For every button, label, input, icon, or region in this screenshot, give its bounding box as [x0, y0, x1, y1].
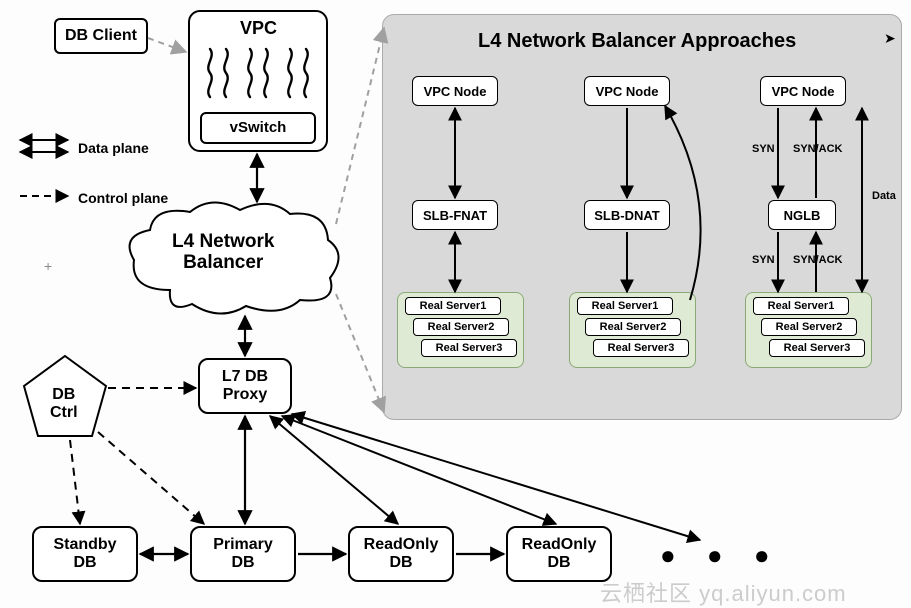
annot-syn-2: SYN	[752, 254, 775, 266]
watermark: 云栖社区 yq.aliyun.com	[600, 576, 847, 608]
ro1-lbl: ReadOnly DB	[364, 536, 439, 573]
standby-lbl: Standby DB	[53, 536, 116, 573]
standby-db-box: Standby DB	[32, 526, 138, 582]
annot-syn-1: SYN	[752, 143, 775, 155]
rs1-col3: Real Server1	[753, 297, 849, 315]
vswitch-box: vSwitch	[200, 112, 316, 144]
vm-zigzag-icon	[200, 44, 316, 106]
nglb-box: NGLB	[768, 200, 836, 230]
legend-data-label: Data plane	[78, 140, 149, 156]
proxy-l2: Proxy	[223, 386, 267, 403]
mouse-cursor-icon: ➤	[884, 30, 896, 47]
annot-synack-1: SYN/ACK	[793, 143, 843, 155]
cloud-label: L4 Network Balancer	[172, 232, 274, 274]
annot-synack-2: SYN/ACK	[793, 254, 843, 266]
cloud-l1: L4 Network	[172, 231, 274, 252]
slb-fnat-box: SLB-FNAT	[412, 200, 498, 230]
plus-mark: +	[44, 258, 52, 274]
rs3-col2: Real Server3	[593, 339, 689, 357]
panel-title: L4 Network Balancer Approaches	[478, 30, 796, 53]
db-ctrl-label: DB Ctrl	[50, 386, 78, 423]
rs2-col2: Real Server2	[585, 318, 681, 336]
slb-dnat-box: SLB-DNAT	[584, 200, 670, 230]
readonly-db-1-box: ReadOnly DB	[348, 526, 454, 582]
l7-proxy-box: L7 DBProxy	[198, 358, 292, 414]
dbctrl-l1: DB	[52, 386, 75, 403]
rs1-col1: Real Server1	[405, 297, 501, 315]
vpc-node-1: VPC Node	[412, 76, 498, 106]
readonly-db-2-box: ReadOnly DB	[506, 526, 612, 582]
annot-data: Data	[872, 190, 896, 202]
ellipsis-dots: ● ● ●	[660, 540, 782, 571]
db-client-box: DB Client	[54, 18, 148, 54]
rs1-col2: Real Server1	[577, 297, 673, 315]
rs3-col1: Real Server3	[421, 339, 517, 357]
vpc-node-2: VPC Node	[584, 76, 670, 106]
dbctrl-l2: Ctrl	[50, 404, 78, 421]
vpc-node-3: VPC Node	[760, 76, 846, 106]
cloud-l2: Balancer	[183, 252, 263, 273]
rs2-col3: Real Server2	[761, 318, 857, 336]
primary-db-box: Primary DB	[190, 526, 296, 582]
ro2-lbl: ReadOnly DB	[522, 536, 597, 573]
vpc-label: VPC	[240, 18, 277, 39]
proxy-l1: L7 DB	[222, 368, 268, 385]
rs2-col1: Real Server2	[413, 318, 509, 336]
primary-lbl: Primary DB	[213, 536, 273, 573]
rs3-col3: Real Server3	[769, 339, 865, 357]
legend-ctrl-label: Control plane	[78, 190, 168, 206]
